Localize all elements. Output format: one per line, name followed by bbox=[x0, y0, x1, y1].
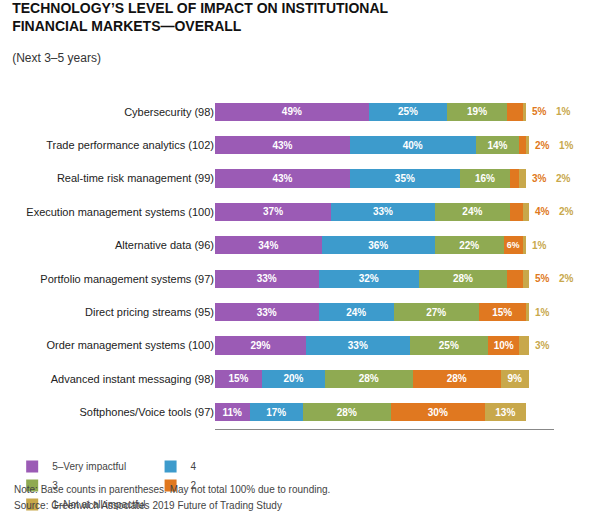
svg-text:25%: 25% bbox=[439, 340, 459, 351]
svg-text:13%: 13% bbox=[495, 407, 515, 418]
svg-text:1%: 1% bbox=[559, 140, 574, 151]
svg-text:Trade performance analytics (1: Trade performance analytics (102) bbox=[46, 139, 214, 151]
svg-text:Portfolio management systems (: Portfolio management systems (97) bbox=[40, 273, 214, 285]
svg-text:19%: 19% bbox=[467, 106, 487, 117]
svg-text:Order management systems (100): Order management systems (100) bbox=[46, 339, 214, 351]
svg-text:28%: 28% bbox=[447, 373, 467, 384]
svg-text:Advanced instant messaging (98: Advanced instant messaging (98) bbox=[51, 373, 214, 385]
svg-text:33%: 33% bbox=[257, 307, 277, 318]
svg-text:3%: 3% bbox=[532, 173, 547, 184]
svg-text:5%: 5% bbox=[532, 106, 547, 117]
svg-text:20%: 20% bbox=[283, 373, 303, 384]
svg-text:40%: 40% bbox=[403, 140, 423, 151]
svg-text:34%: 34% bbox=[258, 240, 278, 251]
svg-text:2: 2 bbox=[191, 480, 197, 491]
svg-text:49%: 49% bbox=[282, 106, 302, 117]
svg-text:Execution management systems (: Execution management systems (100) bbox=[26, 206, 214, 218]
svg-text:36%: 36% bbox=[368, 240, 388, 251]
svg-text:28%: 28% bbox=[453, 273, 473, 284]
svg-text:28%: 28% bbox=[337, 407, 357, 418]
svg-text:(Next 3–5 years): (Next 3–5 years) bbox=[12, 51, 101, 65]
svg-text:6%: 6% bbox=[507, 240, 520, 250]
svg-text:1%: 1% bbox=[556, 106, 571, 117]
svg-text:1%: 1% bbox=[535, 307, 550, 318]
svg-text:Direct pricing streams (95): Direct pricing streams (95) bbox=[85, 306, 214, 318]
svg-text:43%: 43% bbox=[272, 140, 292, 151]
svg-text:22%: 22% bbox=[459, 240, 479, 251]
svg-text:37%: 37% bbox=[263, 206, 283, 217]
svg-text:24%: 24% bbox=[462, 206, 482, 217]
svg-text:43%: 43% bbox=[272, 173, 292, 184]
svg-text:3: 3 bbox=[52, 480, 58, 491]
svg-text:15%: 15% bbox=[228, 373, 248, 384]
svg-text:1%: 1% bbox=[532, 240, 547, 251]
svg-text:33%: 33% bbox=[348, 340, 368, 351]
svg-text:28%: 28% bbox=[359, 373, 379, 384]
svg-text:32%: 32% bbox=[359, 273, 379, 284]
svg-text:2%: 2% bbox=[556, 173, 571, 184]
svg-text:4%: 4% bbox=[535, 206, 550, 217]
svg-text:1–Not at all impactful: 1–Not at all impactful bbox=[52, 499, 145, 510]
svg-text:Alternative data (96): Alternative data (96) bbox=[115, 239, 214, 251]
svg-text:3%: 3% bbox=[535, 340, 550, 351]
svg-text:2%: 2% bbox=[559, 206, 574, 217]
svg-text:Softphones/Voice tools (97): Softphones/Voice tools (97) bbox=[79, 406, 214, 418]
svg-text:TECHNOLOGY’S LEVEL OF IMPACT O: TECHNOLOGY’S LEVEL OF IMPACT ON INSTITUT… bbox=[12, 0, 388, 34]
svg-text:25%: 25% bbox=[398, 106, 418, 117]
svg-text:33%: 33% bbox=[257, 273, 277, 284]
svg-text:Source: Greenwich Associates 2: Source: Greenwich Associates 2019 Future… bbox=[14, 500, 282, 511]
svg-text:14%: 14% bbox=[487, 140, 507, 151]
svg-text:5%: 5% bbox=[535, 273, 550, 284]
svg-text:35%: 35% bbox=[395, 173, 415, 184]
svg-text:Cybersecurity (98): Cybersecurity (98) bbox=[124, 106, 214, 118]
svg-text:2%: 2% bbox=[535, 140, 550, 151]
svg-text:24%: 24% bbox=[346, 307, 366, 318]
svg-text:10%: 10% bbox=[494, 340, 514, 351]
svg-text:17%: 17% bbox=[266, 407, 286, 418]
svg-text:2%: 2% bbox=[559, 273, 574, 284]
svg-text:30%: 30% bbox=[428, 407, 448, 418]
svg-text:4: 4 bbox=[191, 461, 197, 472]
svg-text:11%: 11% bbox=[222, 407, 242, 418]
svg-text:5–Very impactful: 5–Very impactful bbox=[52, 461, 126, 472]
svg-text:33%: 33% bbox=[373, 206, 393, 217]
svg-text:16%: 16% bbox=[475, 173, 495, 184]
svg-text:9%: 9% bbox=[507, 373, 522, 384]
svg-text:27%: 27% bbox=[426, 307, 446, 318]
svg-text:Real-time risk management (99): Real-time risk management (99) bbox=[57, 172, 214, 184]
svg-text:15%: 15% bbox=[492, 307, 512, 318]
svg-text:29%: 29% bbox=[250, 340, 270, 351]
svg-text:Note: Base counts in parenthes: Note: Base counts in parentheses. May no… bbox=[14, 484, 330, 495]
